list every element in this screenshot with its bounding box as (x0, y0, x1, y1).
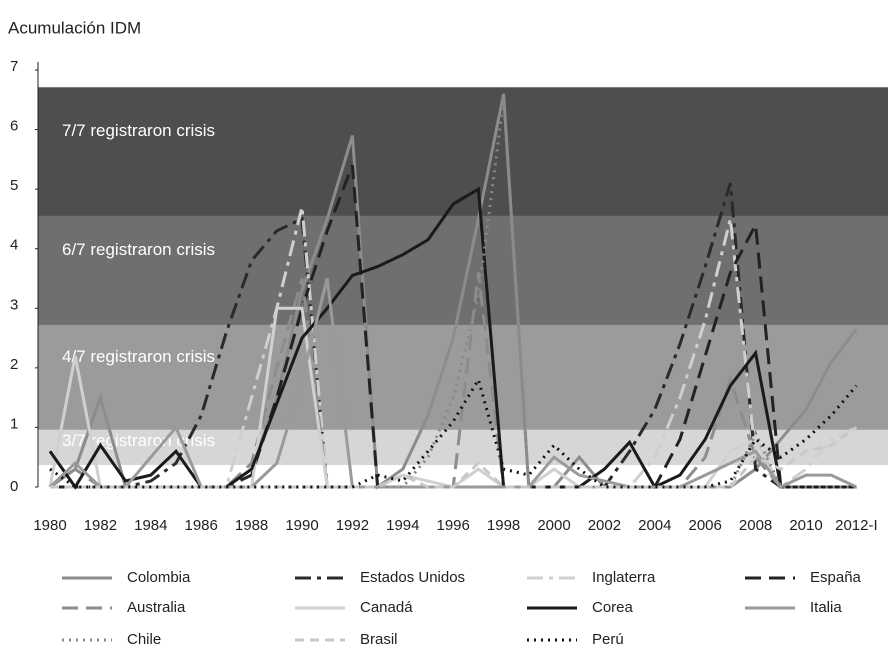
series-line (50, 426, 858, 489)
legend-label: Australia (127, 599, 186, 616)
series-line (48, 186, 857, 490)
legend-label: Chile (127, 631, 161, 648)
crisis-band (38, 215, 888, 325)
x-tick-label: 2008 (739, 517, 772, 534)
legend-label: España (810, 569, 862, 586)
x-tick-label: 1980 (33, 517, 66, 534)
x-tick-label: 1982 (84, 517, 117, 534)
y-tick-label: 5 (10, 177, 18, 194)
legend-label: Estados Unidos (360, 569, 465, 586)
x-tick-label: 1998 (487, 517, 520, 534)
y-tick-label: 1 (10, 415, 18, 432)
legend-label: Canadá (360, 599, 413, 616)
band-label: 4/7 registraron crisis (62, 347, 215, 366)
x-tick-label: 1984 (134, 517, 167, 534)
y-tick-label: 3 (10, 296, 18, 313)
band-label: 7/7 registraron crisis (62, 121, 215, 140)
x-tick-label: 2006 (689, 517, 722, 534)
series-line (49, 376, 858, 489)
crisis-band (38, 87, 888, 216)
legend-label: Italia (810, 599, 842, 616)
x-tick-label: 1986 (185, 517, 218, 534)
y-tick-label: 0 (10, 478, 18, 495)
x-tick-label: 1994 (386, 517, 419, 534)
x-tick-label: 2002 (588, 517, 621, 534)
chart-title: Acumulación IDM (8, 18, 141, 37)
y-tick-label: 2 (10, 356, 18, 373)
y-tick-label: 6 (10, 118, 18, 135)
legend-label: Inglaterra (592, 569, 656, 586)
legend-label: Colombia (127, 569, 191, 586)
x-tick-label: 2010 (789, 517, 822, 534)
legend-label: Corea (592, 599, 634, 616)
y-tick-label: 7 (10, 58, 18, 75)
x-tick-label: 2004 (638, 517, 671, 534)
x-tick-label: 1990 (285, 517, 318, 534)
legend-label: Perú (592, 631, 624, 648)
x-tick-label: 2012-I (835, 517, 878, 534)
x-tick-label: 1996 (437, 517, 470, 534)
band-label: 6/7 registraron crisis (62, 240, 215, 259)
x-tick-label: 1992 (336, 517, 369, 534)
x-tick-label: 2000 (537, 517, 570, 534)
x-tick-label: 1988 (235, 517, 268, 534)
y-tick-label: 4 (10, 237, 18, 254)
legend-label: Brasil (360, 631, 398, 648)
